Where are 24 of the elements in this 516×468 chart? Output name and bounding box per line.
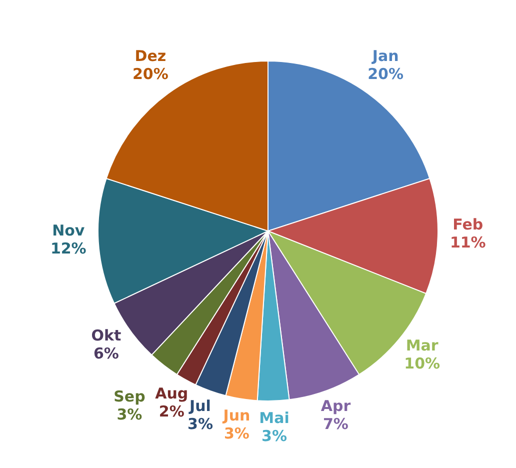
data-label: 7% bbox=[323, 415, 348, 434]
data-label: 20% bbox=[368, 65, 404, 84]
data-label: 20% bbox=[132, 65, 168, 84]
slice-label: Sep bbox=[114, 388, 146, 406]
slice-label: Jan bbox=[371, 47, 399, 66]
slice-label: Nov bbox=[52, 222, 85, 240]
data-label: 2% bbox=[158, 402, 184, 420]
slice-label: Apr bbox=[320, 397, 352, 416]
data-label: 3% bbox=[188, 415, 213, 434]
slice-label: Mai bbox=[259, 408, 290, 427]
slice-label: Jul bbox=[188, 397, 211, 416]
data-label: 3% bbox=[224, 424, 250, 443]
data-label: 6% bbox=[93, 344, 119, 363]
slice-label: Aug bbox=[155, 384, 188, 402]
data-label: 3% bbox=[262, 426, 288, 445]
slice-label: Jun bbox=[222, 406, 250, 425]
data-label: 10% bbox=[404, 354, 440, 372]
data-label: 11% bbox=[450, 233, 486, 252]
data-label: 3% bbox=[116, 406, 142, 424]
slice-label: Okt bbox=[91, 326, 122, 345]
slice-label: Feb bbox=[452, 215, 484, 234]
data-label: 12% bbox=[50, 240, 86, 258]
slice-label: Dez bbox=[134, 47, 166, 66]
slice-label: Mar bbox=[406, 336, 439, 354]
